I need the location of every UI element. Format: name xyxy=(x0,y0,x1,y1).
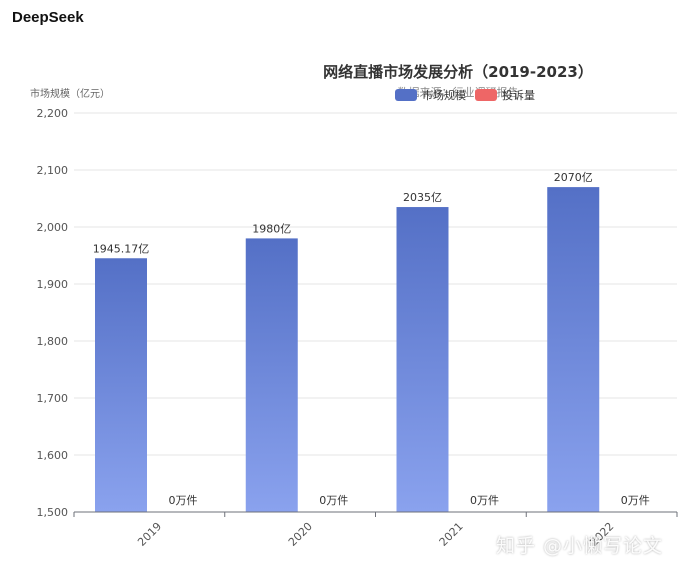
y-tick-label: 1,500 xyxy=(37,506,69,519)
y-tick-label: 1,700 xyxy=(37,392,69,405)
bars: 1945.17亿 1980亿 2035亿 2070亿 0万件 0万件 0万件 0万件 xyxy=(93,171,650,513)
x-tick-label: 2019 xyxy=(135,520,164,549)
data-label: 0万件 xyxy=(319,494,348,507)
data-label: 0万件 xyxy=(169,494,198,507)
y-tick-label: 1,600 xyxy=(37,449,69,462)
data-label: 1980亿 xyxy=(252,222,291,235)
legend-swatch[interactable] xyxy=(395,89,417,101)
y-tick-label: 2,200 xyxy=(37,107,69,120)
data-label: 1945.17亿 xyxy=(93,242,150,255)
legend-label[interactable]: 投诉量 xyxy=(502,88,535,102)
legend-swatch[interactable] xyxy=(475,89,497,101)
data-label: 0万件 xyxy=(470,494,499,507)
legend-label[interactable]: 市场规模 xyxy=(422,88,466,102)
app-title: DeepSeek xyxy=(12,9,84,26)
y-tick-label: 2,100 xyxy=(37,164,69,177)
bar-市场规模 xyxy=(245,238,298,512)
bar-市场规模 xyxy=(95,258,147,512)
x-tick-label: 2020 xyxy=(286,520,315,549)
x-tick-label: 2021 xyxy=(437,520,466,549)
data-label: 2035亿 xyxy=(403,191,442,204)
bar-市场规模 xyxy=(547,187,600,512)
y-tick-label: 1,900 xyxy=(37,278,69,291)
data-label: 2070亿 xyxy=(554,171,593,184)
y-tick-label: 1,800 xyxy=(37,335,69,348)
watermark-text: 知乎 @小懒写论文 xyxy=(495,535,663,557)
legend: 市场规模 投诉量 xyxy=(395,88,535,102)
y-axis-label: 市场规模（亿元） xyxy=(30,87,110,100)
data-label: 0万件 xyxy=(621,494,650,507)
chart-title: 网络直播市场发展分析（2019-2023） xyxy=(323,63,593,81)
y-tick-label: 2,000 xyxy=(37,221,69,234)
bar-市场规模 xyxy=(396,207,449,513)
